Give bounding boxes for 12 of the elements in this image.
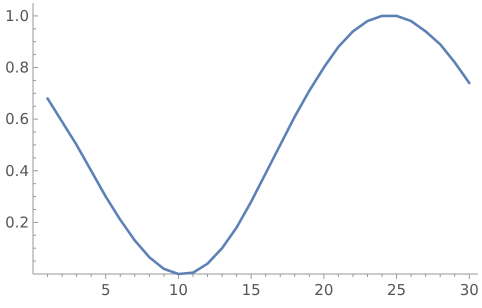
y-tick-label: 0.4 bbox=[5, 162, 29, 180]
x-tick-label: 20 bbox=[314, 281, 334, 299]
y-tick-label: 1.0 bbox=[5, 6, 29, 25]
x-tick-label: 30 bbox=[460, 281, 479, 299]
y-tick-label: 0.6 bbox=[5, 110, 29, 128]
y-tick-label: 0.8 bbox=[5, 58, 29, 77]
x-tick-label: 25 bbox=[387, 281, 406, 299]
x-tick-label: 10 bbox=[168, 281, 188, 299]
x-tick-label: 5 bbox=[100, 281, 110, 299]
x-tick-label: 15 bbox=[242, 281, 261, 299]
y-tick-label: 0.2 bbox=[5, 213, 29, 232]
line-series bbox=[46, 14, 471, 276]
